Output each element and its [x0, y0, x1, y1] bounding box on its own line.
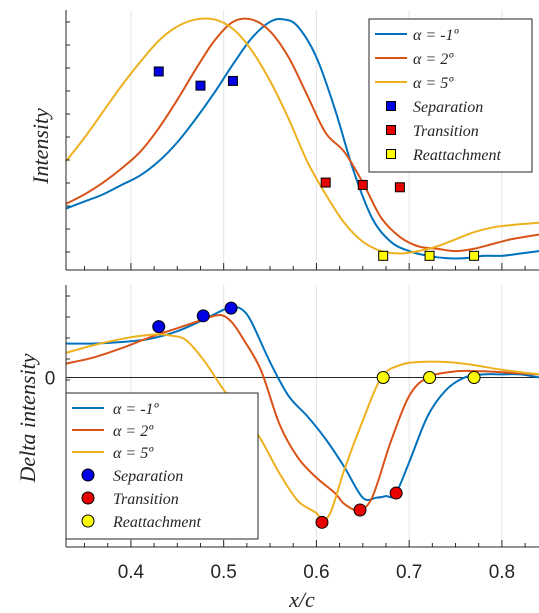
intensity-legend-keys	[375, 33, 407, 159]
delta-legend-marker-transition	[81, 491, 95, 505]
delta-intensity-chart: 0.4 0.5 0.6 0.7 0.8 0 Delta intensity x/c α …	[15, 285, 539, 612]
delta-separation-marker	[196, 309, 210, 323]
delta-reattachment-marker	[467, 370, 481, 384]
intensity-transition-marker	[394, 182, 405, 193]
delta-legend-marker-separation	[81, 468, 95, 482]
intensity-reattachment-marker	[424, 250, 435, 261]
intensity-transition-marker	[357, 179, 368, 190]
x-axis-label: x/c	[288, 587, 315, 612]
y-tick-labels: 0	[45, 368, 56, 389]
intensity-legend-marker-reattachment	[386, 149, 396, 159]
delta-legend-item-separation: Separation	[113, 468, 183, 485]
x-tick-label: 0.8	[489, 562, 515, 583]
delta-legend-item-alpha-5: α = 5º	[113, 445, 154, 462]
intensity-series-alpha-5	[65, 17, 539, 255]
delta-transition-marker	[389, 486, 403, 500]
delta-transition-marker	[353, 503, 367, 517]
intensity-markers	[153, 66, 480, 261]
intensity-legend-box	[368, 18, 533, 173]
intensity-legend-item-reattachment: Reattachment	[412, 147, 502, 164]
intensity-legend-item-transition: Transition	[413, 123, 479, 140]
x-tick-labels: 0.4 0.5 0.6 0.7 0.8	[118, 562, 515, 583]
intensity-reattachment-marker	[378, 250, 389, 261]
delta-series-alpha-m1	[65, 305, 539, 502]
delta-legend-item-transition: Transition	[113, 491, 179, 508]
delta-separation-marker	[152, 320, 166, 334]
delta-legend: α = -1º α = 2º α = 5º Separation Transit…	[65, 392, 259, 540]
x-tick-label: 0.6	[303, 562, 329, 583]
intensity-legend-item-alpha-m1: α = -1º	[413, 27, 460, 44]
delta-legend-marker-reattachment	[81, 514, 95, 528]
delta-legend-keys	[72, 407, 104, 528]
intensity-axes	[65, 10, 539, 271]
delta-legend-item-alpha-2: α = 2º	[113, 423, 154, 440]
intensity-separation-marker	[153, 66, 164, 77]
y-tick-label: 0	[45, 368, 56, 389]
intensity-legend-item-alpha-5: α = 5º	[413, 75, 454, 92]
delta-transition-marker	[315, 515, 329, 529]
intensity-legend-marker-separation	[386, 101, 396, 111]
delta-legend-item-reattachment: Reattachment	[112, 514, 202, 531]
intensity-separation-marker	[227, 75, 238, 86]
intensity-series	[65, 17, 539, 260]
delta-y-axis-label: Delta intensity	[15, 353, 40, 483]
x-tick-label: 0.5	[210, 562, 236, 583]
intensity-legend-item-alpha-2: α = 2º	[413, 51, 454, 68]
intensity-series-alpha-2	[65, 17, 539, 253]
intensity-series-alpha-m1	[65, 18, 539, 260]
delta-reattachment-marker	[423, 370, 437, 384]
intensity-chart: Intensity α = -1º α = 2º α = 5º Separati…	[28, 10, 539, 271]
delta-legend-item-alpha-m1: α = -1º	[113, 401, 160, 418]
intensity-legend: α = -1º α = 2º α = 5º Separation Transit…	[368, 18, 533, 173]
intensity-legend-item-separation: Separation	[413, 99, 483, 116]
intensity-legend-marker-transition	[386, 125, 396, 135]
intensity-y-axis-label: Intensity	[28, 108, 53, 185]
delta-markers	[152, 301, 481, 529]
x-tick-label: 0.4	[118, 562, 145, 583]
delta-separation-marker	[224, 301, 238, 315]
delta-reattachment-marker	[376, 370, 390, 384]
delta-legend-box	[65, 392, 259, 540]
delta-series-alpha-5	[65, 333, 539, 521]
intensity-reattachment-marker	[469, 250, 480, 261]
x-tick-label: 0.7	[396, 562, 422, 583]
intensity-transition-marker	[320, 177, 331, 188]
intensity-separation-marker	[195, 80, 206, 91]
